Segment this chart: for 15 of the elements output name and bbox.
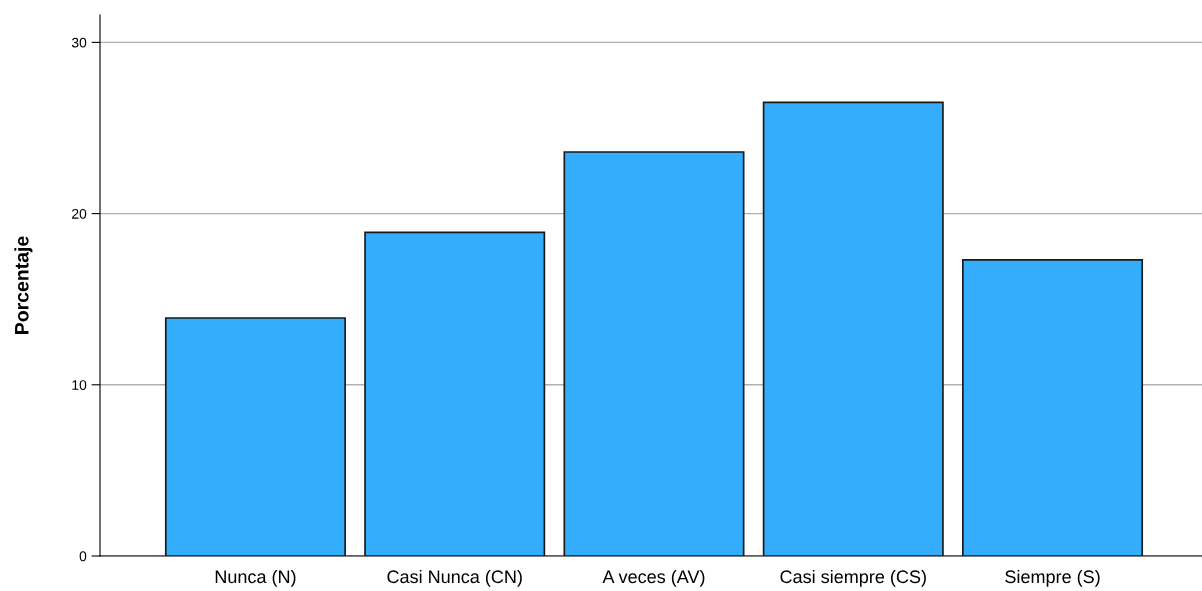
y-tick-label: 30 [71,37,87,48]
x-tick-label: A veces (AV) [602,569,705,587]
bar [762,101,944,556]
x-tick-label: Siempre (S) [1005,569,1100,587]
y-tick-label: 10 [72,380,87,390]
x-tick-label: Nunca (N) [215,569,296,587]
bar [364,231,546,556]
bar [164,317,346,556]
x-tick-label: Casi Nunca (CN) [387,569,522,587]
bar [563,151,745,556]
x-tick-label: Casi siempre (CS) [780,569,926,587]
y-tick-label: 20 [72,208,87,219]
y-axis-title: Porcentaje [14,236,33,334]
y-tick-label: 0 [79,551,87,562]
bar [962,258,1144,556]
